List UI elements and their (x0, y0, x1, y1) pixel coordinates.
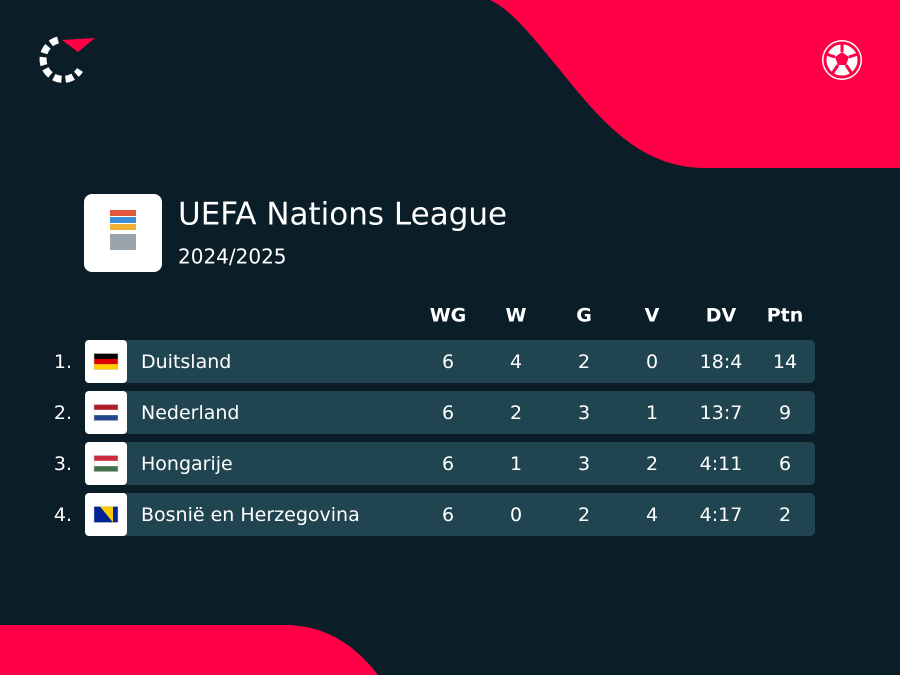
title: UEFA Nations League (178, 197, 507, 233)
row-background (85, 340, 815, 383)
table-row: 1. Duitsland 6 4 2 0 18:4 14 (54, 340, 815, 383)
stat-cell: 4:11 (700, 453, 743, 475)
flag-border (93, 404, 119, 421)
rank: 4. (54, 504, 72, 526)
stat-cell: 6 (442, 504, 454, 526)
table-row: 2. Nederland 6 2 3 1 13:7 9 (54, 391, 815, 434)
stat-cell: 0 (646, 351, 658, 373)
table-row: 4. Bosnië en Herzegovina 6 0 2 4 4:17 2 (54, 493, 815, 536)
row-background (85, 391, 815, 434)
row-background (85, 442, 815, 485)
subtitle: 2024/2025 (178, 245, 287, 269)
flag-stripe (94, 353, 118, 360)
competition-logo (84, 194, 162, 272)
stat-cell: 1 (510, 453, 522, 475)
stat-cell: 3 (578, 402, 590, 424)
flag-stripe (94, 466, 118, 472)
accent-top (490, 0, 900, 168)
flag-stripe (94, 364, 118, 370)
stat-cell: 13:7 (700, 402, 743, 424)
stat-cell: 1 (646, 402, 658, 424)
accent-bottom (0, 625, 378, 675)
flag-stripe (94, 358, 118, 365)
stat-cell: 18:4 (700, 351, 743, 373)
flag-stripe (94, 404, 118, 411)
stat-cell: 0 (510, 504, 522, 526)
flag-stripe (94, 409, 118, 416)
stat-cell: 4 (646, 504, 658, 526)
stat-cell: 9 (779, 402, 791, 424)
column-header: DV (706, 305, 737, 327)
team-name: Hongarije (141, 453, 233, 475)
rank: 3. (54, 453, 72, 475)
column-header: W (506, 305, 527, 327)
team-name: Duitsland (141, 351, 231, 373)
flag-border (93, 506, 119, 523)
stat-cell: 2 (646, 453, 658, 475)
team-name: Nederland (141, 402, 240, 424)
flag-border (93, 353, 119, 370)
stat-cell: 14 (773, 351, 797, 373)
flag-stripe (94, 455, 118, 462)
flag-stripe (94, 415, 118, 421)
flag-border (93, 455, 119, 472)
team-name: Bosnië en Herzegovina (141, 504, 360, 526)
row-background (85, 493, 815, 536)
column-header: WG (430, 305, 467, 327)
stat-cell: 2 (578, 504, 590, 526)
football-icon (822, 40, 862, 80)
stat-cell: 6 (442, 402, 454, 424)
stat-cell: 2 (578, 351, 590, 373)
flag-stripe (94, 460, 118, 467)
stat-cell: 3 (578, 453, 590, 475)
stat-cell: 6 (442, 453, 454, 475)
stat-cell: 2 (510, 402, 522, 424)
flag-triangle (100, 506, 113, 523)
column-header: G (576, 305, 592, 327)
stat-cell: 2 (779, 504, 791, 526)
stat-cell: 4:17 (700, 504, 743, 526)
stat-cell: 6 (442, 351, 454, 373)
column-header: Ptn (767, 305, 804, 327)
table-row: 3. Hongarije 6 1 3 2 4:11 6 (54, 442, 815, 485)
column-header: V (645, 305, 660, 327)
rank: 2. (54, 402, 72, 424)
stat-cell: 4 (510, 351, 522, 373)
rank: 1. (54, 351, 72, 373)
stat-cell: 6 (779, 453, 791, 475)
brand-logo (39, 36, 95, 83)
